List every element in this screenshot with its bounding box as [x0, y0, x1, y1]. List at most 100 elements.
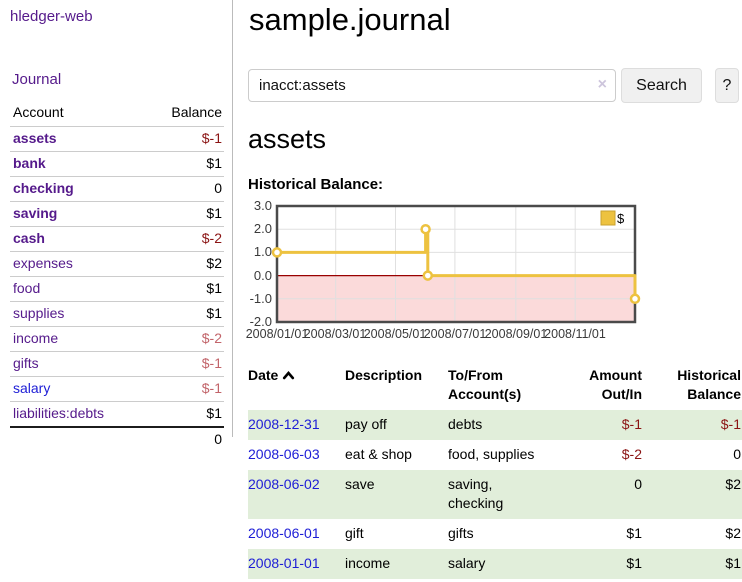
account-balance: $-1	[160, 126, 224, 152]
transaction-description: save	[345, 476, 375, 492]
accounts-column-header: To/From Account(s)	[448, 367, 522, 402]
transaction-accounts: food, supplies	[448, 446, 535, 462]
balance-column-header: Balance	[171, 104, 222, 120]
accounts-total: 0	[160, 426, 224, 452]
transaction-balance: $-1	[720, 416, 741, 432]
transaction-row: 2008-06-02 save saving, checking 0 $2	[248, 470, 742, 519]
account-balance: $1	[160, 276, 224, 302]
account-balance: $-1	[160, 376, 224, 402]
account-balance: $1	[160, 401, 224, 427]
search-bar: × Search ?	[248, 68, 739, 103]
legend-swatch	[600, 210, 616, 226]
account-link-saving[interactable]: saving	[13, 205, 58, 221]
x-tick-label: 2008/07/01	[423, 327, 487, 341]
legend-label: $	[617, 211, 625, 226]
account-row: income $-2	[10, 326, 224, 352]
account-row: saving $1	[10, 201, 224, 227]
transaction-balance: $2	[725, 525, 741, 541]
account-link-expenses[interactable]: expenses	[13, 255, 73, 271]
y-tick-label: 3.0	[253, 198, 272, 213]
account-balance: $-1	[160, 351, 224, 377]
account-total-row: 0	[10, 426, 224, 452]
transaction-date-link[interactable]: 2008-06-01	[248, 525, 320, 541]
y-tick-label: -1.0	[249, 291, 272, 306]
transaction-date-link[interactable]: 2008-06-02	[248, 476, 320, 492]
y-tick-label: 1.0	[253, 244, 272, 259]
transaction-accounts: salary	[448, 555, 486, 571]
transaction-amount: $-1	[621, 416, 642, 432]
transaction-amount: $1	[626, 555, 642, 571]
account-column-header: Account	[13, 104, 64, 120]
description-column-header: Description	[345, 367, 423, 383]
account-link-food[interactable]: food	[13, 280, 41, 296]
register-table: Date Description To/From Account(s) Amou…	[248, 361, 742, 579]
account-link-supplies[interactable]: supplies	[13, 305, 65, 321]
search-button[interactable]: Search	[621, 68, 702, 103]
account-link-income[interactable]: income	[13, 330, 59, 346]
date-header-label: Date	[248, 367, 279, 383]
account-row: assets $-1	[10, 126, 224, 152]
sidebar: hledger-web Journal Account Balance asse…	[0, 0, 233, 452]
transaction-row: 2008-12-31 pay off debts $-1 $-1	[248, 410, 742, 440]
transaction-row: 2008-06-01 gift gifts $1 $2	[248, 519, 742, 549]
account-balance: $1	[160, 201, 224, 227]
chart-canvas: $	[271, 204, 641, 324]
account-link-checking[interactable]: checking	[13, 180, 74, 196]
y-tick-label: 2.0	[253, 221, 272, 236]
account-row: checking 0	[10, 176, 224, 202]
x-tick-label: 2008/05/01	[363, 327, 427, 341]
transaction-description: pay off	[345, 416, 387, 432]
x-tick-label: 2008/01/01	[245, 327, 309, 341]
transaction-row: 2008-06-03 eat & shop food, supplies $-2…	[248, 440, 742, 470]
amount-column-header: Amount Out/In	[589, 367, 642, 402]
register-header-row: Date Description To/From Account(s) Amou…	[248, 361, 742, 410]
x-tick-label: 2008/03/01	[303, 327, 367, 341]
transaction-date-link[interactable]: 2008-06-03	[248, 446, 320, 462]
account-heading: assets	[248, 124, 327, 154]
transaction-row: 2008-01-01 income salary $1 $1	[248, 549, 742, 579]
account-row: liabilities:debts $1	[10, 401, 224, 427]
balance-column-header: Historical Balance	[677, 367, 741, 402]
sort-ascending-icon	[282, 366, 295, 385]
account-balance: $1	[160, 301, 224, 327]
account-link-bank[interactable]: bank	[13, 155, 46, 171]
account-row: gifts $-1	[10, 351, 224, 377]
account-balance: $-2	[160, 226, 224, 252]
account-link-assets[interactable]: assets	[13, 130, 57, 146]
account-link-gifts[interactable]: gifts	[13, 355, 39, 371]
transaction-description: income	[345, 555, 391, 571]
y-tick-label: 0.0	[253, 268, 272, 283]
x-tick-label: 2008/09/01	[484, 327, 548, 341]
account-row: food $1	[10, 276, 224, 302]
account-link-cash[interactable]: cash	[13, 230, 45, 246]
transaction-amount: $1	[626, 525, 642, 541]
help-button[interactable]: ?	[715, 68, 739, 103]
account-balance-table: Account Balance assets $-1 bank $1 check…	[10, 100, 224, 452]
transaction-accounts: gifts	[448, 525, 474, 541]
transaction-description: eat & shop	[345, 446, 412, 462]
clear-search-icon[interactable]: ×	[597, 76, 607, 93]
transaction-balance: $2	[725, 476, 741, 492]
page-title: sample.journal	[249, 2, 451, 37]
account-link-liabilities-debts[interactable]: liabilities:debts	[13, 405, 105, 421]
historical-balance-chart: $ 3.0 2.0 1.0 0.0 -1.0 -2.0 2008/01/01 2…	[245, 198, 645, 349]
account-row: cash $-2	[10, 226, 224, 252]
transaction-date-link[interactable]: 2008-12-31	[248, 416, 320, 432]
plot-border	[275, 204, 637, 324]
sidebar-item-journal[interactable]: Journal	[12, 71, 62, 88]
transaction-amount: 0	[634, 476, 642, 492]
transaction-accounts: debts	[448, 416, 483, 432]
date-column-header[interactable]: Date	[248, 361, 345, 410]
transaction-balance: $1	[725, 555, 741, 571]
chart-section-label: Historical Balance:	[248, 176, 384, 193]
x-tick-label: 2008/11/01	[544, 327, 606, 341]
transaction-date-link[interactable]: 2008-01-01	[248, 555, 320, 571]
data-point-markers	[271, 223, 641, 305]
app-title-link[interactable]: hledger-web	[10, 8, 93, 25]
account-balance: $2	[160, 251, 224, 277]
search-input[interactable]	[248, 69, 616, 102]
account-link-salary[interactable]: salary	[13, 380, 51, 396]
transaction-amount: $-2	[621, 446, 642, 462]
account-row: bank $1	[10, 151, 224, 177]
